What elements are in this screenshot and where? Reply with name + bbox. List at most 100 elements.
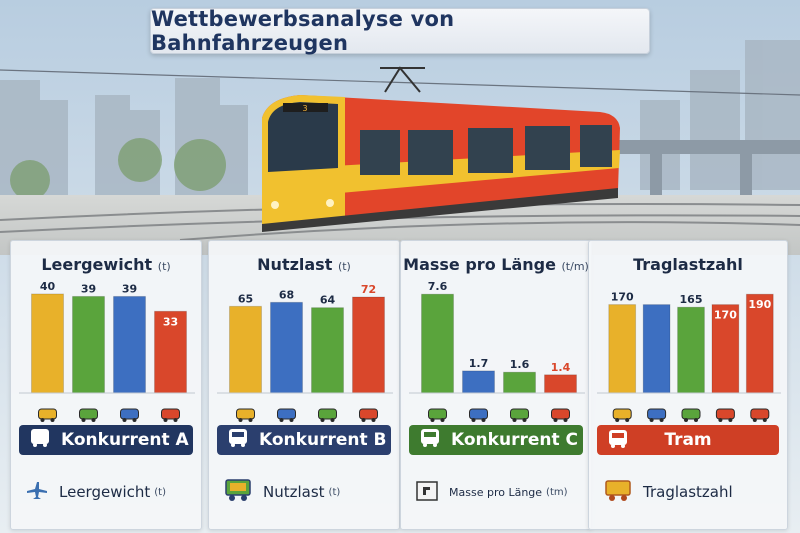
legend-label: Konkurrent A xyxy=(61,430,189,450)
footer-leergewicht: Leergewicht (t) xyxy=(25,477,193,507)
vehicle-icon xyxy=(318,408,337,422)
panel-title-unit: (t) xyxy=(337,260,351,273)
vehicle-icon xyxy=(120,408,139,422)
bar-value-label: 39 xyxy=(81,282,96,295)
cargo-cart-icon xyxy=(223,477,253,507)
bar-chart-masse-pro-laenge: 7.6 1.7 1.6 1.4 xyxy=(409,281,585,422)
bar xyxy=(462,370,495,394)
bus-icon xyxy=(227,428,249,453)
bar-value-label: 33 xyxy=(163,315,178,328)
bar xyxy=(229,305,262,394)
legend-konkurrent-a: Konkurrent A xyxy=(19,425,193,455)
bar-chart-leergewicht: 40 39 39 33 xyxy=(19,281,195,422)
vehicle-icon xyxy=(359,408,378,422)
vehicle-icon xyxy=(681,408,701,422)
bar-value-label: 40 xyxy=(40,281,56,293)
footer-nutzlast: Nutzlast (t) xyxy=(223,477,391,507)
panel-title-text: Traglastzahl xyxy=(633,255,743,274)
panel-leergewicht: Leergewicht (t) 40 39 39 33 Konkurrent A Le… xyxy=(10,240,202,530)
vehicle-icon xyxy=(236,408,255,422)
bar xyxy=(352,296,385,394)
bar xyxy=(72,295,105,394)
footer-label: Leergewicht xyxy=(59,483,151,501)
bar xyxy=(154,310,187,394)
bar xyxy=(31,293,64,394)
title-banner: Wettbewerbsanalyse von Bahnfahrzeugen xyxy=(150,7,650,55)
bar-chart-nutzlast: 65 68 64 72 xyxy=(217,283,393,422)
viaduct xyxy=(600,140,800,199)
panel-title: Traglastzahl xyxy=(589,255,787,274)
legend-label: Tram xyxy=(664,430,712,450)
bar xyxy=(544,374,577,394)
vehicle-icon xyxy=(715,408,735,422)
panel-masse-pro-laenge: Masse pro Länge (t/m) 7.6 1.7 1.6 1.4 Konku… xyxy=(400,240,592,530)
bar xyxy=(677,306,705,394)
vehicle-icon xyxy=(750,408,770,422)
footer-label: Traglastzahl xyxy=(643,483,733,501)
panel-title: Masse pro Länge (t/m) xyxy=(401,255,591,274)
panel-title-text: Nutzlast xyxy=(257,255,333,274)
bus-icon xyxy=(419,428,441,453)
bar-value-label: 190 xyxy=(748,298,771,311)
bar xyxy=(311,307,344,394)
bar xyxy=(113,295,146,394)
footer-unit: (tm) xyxy=(546,486,568,498)
bar xyxy=(608,304,637,394)
vehicle-icon xyxy=(647,408,667,422)
bar-value-label: 72 xyxy=(361,283,376,296)
panel-title-unit: (t/m) xyxy=(561,260,589,273)
bar xyxy=(642,304,671,394)
panel-title: Nutzlast (t) xyxy=(209,255,399,274)
footer-unit: (t) xyxy=(328,486,341,498)
vehicle-icon xyxy=(510,408,529,422)
bar-value-label: 65 xyxy=(238,292,253,305)
legend-tram: Tram xyxy=(597,425,779,455)
bar-value-label: 165 xyxy=(680,293,703,306)
panel-nutzlast: Nutzlast (t) 65 68 64 72 Konkurrent B Nutzl… xyxy=(208,240,400,530)
bar-value-label: 64 xyxy=(320,294,336,307)
bar-value-label: 39 xyxy=(122,282,137,295)
legend-konkurrent-c: Konkurrent C xyxy=(409,425,583,455)
panel-title-text: Leergewicht xyxy=(41,255,153,274)
vehicle-icon xyxy=(161,408,180,422)
vehicle-icon xyxy=(551,408,570,422)
bar xyxy=(711,304,740,394)
footer-traglastzahl: Traglastzahl xyxy=(603,477,779,507)
vehicle-icon xyxy=(428,408,447,422)
vehicle-icon xyxy=(38,408,57,422)
bar-value-label: 1.4 xyxy=(551,361,571,374)
bar xyxy=(270,301,303,394)
bar xyxy=(503,371,536,394)
panel-title-unit: (t) xyxy=(157,260,171,273)
footer-unit: (t) xyxy=(154,486,167,498)
tram-number: 3 xyxy=(302,104,307,113)
vehicle-icon xyxy=(469,408,488,422)
page-title: Wettbewerbsanalyse von Bahnfahrzeugen xyxy=(151,7,455,55)
legend-konkurrent-b: Konkurrent B xyxy=(217,425,391,455)
footer-label: Nutzlast xyxy=(263,483,325,501)
bus-icon xyxy=(29,428,51,453)
vehicle-icon xyxy=(79,408,98,422)
plane-icon xyxy=(25,480,49,504)
bus-icon xyxy=(607,429,629,454)
panel-title-text: Masse pro Länge xyxy=(403,255,556,274)
bar-value-label: 1.7 xyxy=(469,357,489,370)
legend-label: Konkurrent B xyxy=(259,430,387,450)
vehicle-icon xyxy=(612,408,632,422)
bar-value-label: 170 xyxy=(714,309,737,322)
footer-label: Masse pro Länge xyxy=(449,485,543,499)
wagon-icon xyxy=(603,477,633,507)
bar-value-label: 7.6 xyxy=(428,281,448,293)
footer-masse-pro-laenge: Masse pro Länge (tm) xyxy=(415,477,583,507)
vehicle-icon xyxy=(277,408,296,422)
bar xyxy=(745,293,774,394)
legend-label: Konkurrent C xyxy=(451,430,578,450)
scale-icon xyxy=(415,480,439,505)
tram-illustration: 3 xyxy=(262,66,620,232)
bar-value-label: 68 xyxy=(279,288,294,301)
bar-value-label: 170 xyxy=(611,291,634,304)
panel-title: Leergewicht (t) xyxy=(11,255,201,274)
bar xyxy=(421,293,454,394)
bar-chart-traglastzahl: 170 165 170 190 xyxy=(597,291,781,422)
bar-value-label: 1.6 xyxy=(510,358,530,371)
